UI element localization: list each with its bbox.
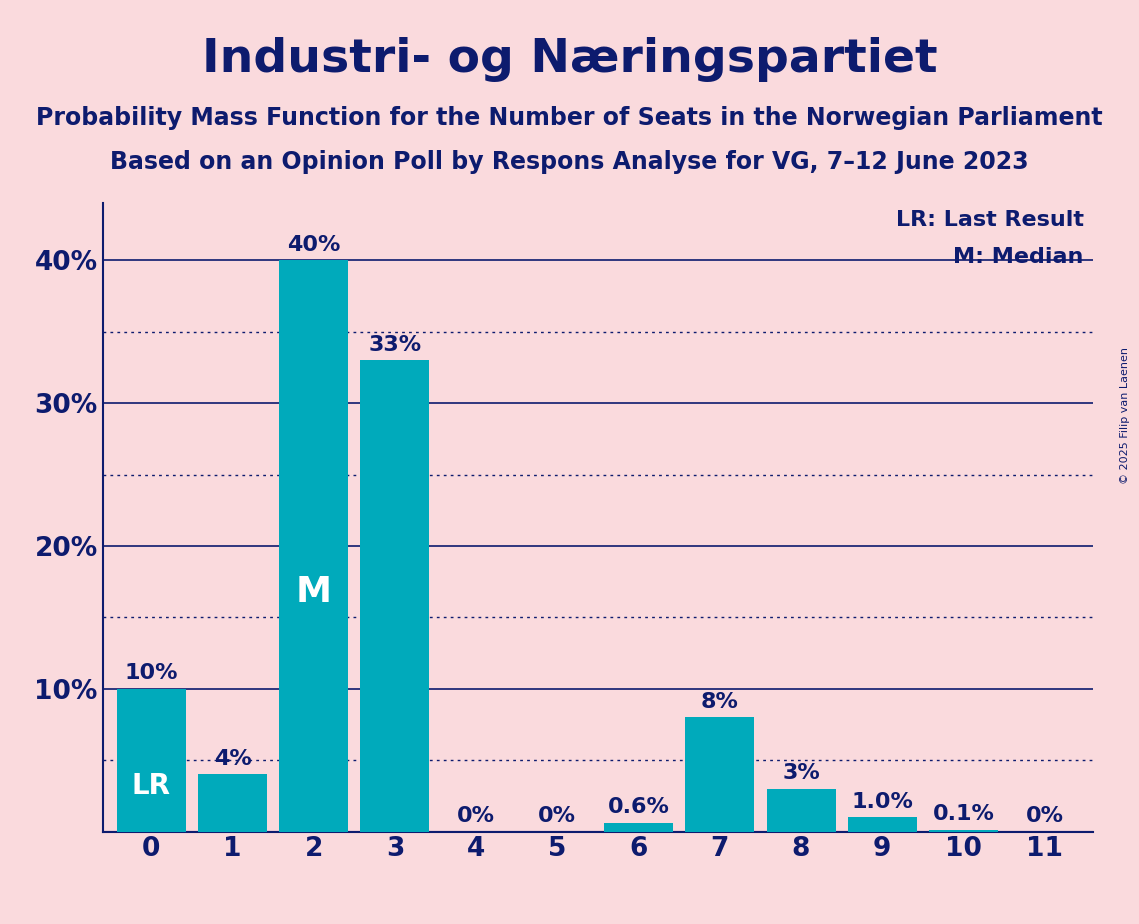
Text: 0%: 0%: [539, 806, 576, 826]
Text: Industri- og Næringspartiet: Industri- og Næringspartiet: [202, 37, 937, 82]
Text: 0.6%: 0.6%: [607, 797, 670, 818]
Text: Probability Mass Function for the Number of Seats in the Norwegian Parliament: Probability Mass Function for the Number…: [36, 106, 1103, 130]
Bar: [279, 261, 349, 832]
Text: 33%: 33%: [368, 334, 421, 355]
Text: 10%: 10%: [124, 663, 178, 683]
Bar: [847, 818, 917, 832]
Bar: [686, 717, 754, 832]
Text: 1.0%: 1.0%: [851, 792, 913, 811]
Bar: [198, 774, 267, 832]
Text: M: M: [296, 575, 331, 609]
Text: M: Median: M: Median: [953, 248, 1083, 267]
Bar: [767, 789, 836, 832]
Text: 0.1%: 0.1%: [933, 805, 994, 824]
Text: 0%: 0%: [1026, 806, 1064, 826]
Bar: [929, 830, 998, 832]
Bar: [116, 688, 186, 832]
Text: 40%: 40%: [287, 235, 341, 255]
Text: Based on an Opinion Poll by Respons Analyse for VG, 7–12 June 2023: Based on an Opinion Poll by Respons Anal…: [110, 150, 1029, 174]
Text: 3%: 3%: [782, 763, 820, 783]
Bar: [360, 360, 429, 832]
Bar: [604, 823, 673, 832]
Text: 8%: 8%: [700, 692, 739, 711]
Text: © 2025 Filip van Laenen: © 2025 Filip van Laenen: [1121, 347, 1130, 484]
Text: LR: Last Result: LR: Last Result: [895, 210, 1083, 229]
Text: 0%: 0%: [457, 806, 495, 826]
Text: LR: LR: [132, 772, 171, 800]
Text: 4%: 4%: [214, 748, 252, 769]
